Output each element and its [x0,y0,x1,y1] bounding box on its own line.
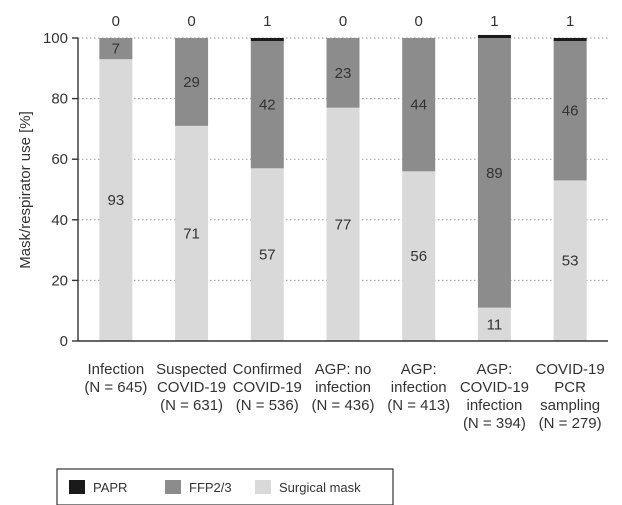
bar-segment-ffp2-3 [477,38,511,308]
data-label-ffp2-3: 7 [112,41,120,58]
x-category-label: AGP: [401,361,437,378]
x-category-label: COVID-19 [157,379,226,396]
x-category-label: (N = 536) [236,397,299,414]
x-category-label: (N = 645) [84,379,147,396]
y-tick-label: 20 [51,272,68,289]
y-tick-label: 40 [51,212,68,229]
y-tick-label: 100 [43,30,68,47]
bar-segment-surgical-mask [326,107,360,341]
bar-segment-papr [553,38,587,42]
bar-segment-ffp2-3 [250,41,284,169]
data-label-surgical-mask: 71 [183,225,200,242]
bar-segment-ffp2-3 [99,38,133,60]
x-category-label: COVID-19 [233,379,302,396]
legend-box [56,468,394,505]
data-label-ffp2-3: 29 [183,74,200,91]
data-label-ffp2-3: 44 [410,97,427,114]
data-label-surgical-mask: 56 [410,248,427,265]
legend-label: PAPR [93,480,127,495]
data-label-papr: 0 [112,13,120,30]
legend-swatch [165,480,181,494]
y-axis-label: Mask/respirator use [%] [17,111,34,269]
bar-segment-surgical-mask [250,168,284,341]
x-category-label: COVID-19 [460,379,529,396]
x-category-label: sampling [540,397,600,414]
x-category-label: (N = 279) [539,415,602,432]
data-label-papr: 1 [263,13,271,30]
y-tick-label: 0 [60,333,68,350]
x-category-label: Confirmed [233,361,302,378]
x-category-label: infection [391,379,447,396]
bar-segment-ffp2-3 [553,41,587,181]
data-label-ffp2-3: 89 [486,165,503,182]
legend: PAPR FFP2/3 Surgical mask [56,468,394,505]
data-label-papr: 1 [490,13,498,30]
bar-segment-ffp2-3 [175,38,209,126]
bar-segment-surgical-mask [99,59,133,342]
bar-segment-papr [477,34,511,38]
bar-segment-surgical-mask [553,180,587,341]
x-category-label: (N = 413) [387,397,450,414]
x-category-label: (N = 436) [312,397,375,414]
data-label-ffp2-3: 46 [562,103,579,120]
data-label-surgical-mask: 57 [259,247,276,264]
bars [99,34,587,342]
x-category-label: infection [315,379,371,396]
data-label-surgical-mask: 77 [335,216,352,233]
data-label-surgical-mask: 93 [108,192,125,209]
data-label-ffp2-3: 42 [259,97,276,114]
x-category-label: AGP: [476,361,512,378]
data-label-papr: 0 [339,13,347,30]
x-category-label: Infection [87,361,144,378]
bar-segment-papr [250,38,284,42]
y-tick-label: 80 [51,91,68,108]
bar-segment-ffp2-3 [402,38,436,172]
axes: 0 20 40 60 80 100 [43,30,608,350]
x-category-label: Suspected [156,361,227,378]
bar-segment-surgical-mask [477,307,511,341]
bar-segment-surgical-mask [175,125,209,342]
data-label-papr: 1 [566,13,574,30]
bar-segment-surgical-mask [402,171,436,341]
x-category-label: COVID-19 [536,361,605,378]
data-label-surgical-mask: 11 [487,316,503,333]
x-category-label: infection [466,397,522,414]
bar-segment-ffp2-3 [326,38,360,108]
x-category-label: AGP: no [315,361,372,378]
x-category-label: PCR [554,379,586,396]
legend-swatch [255,480,271,494]
data-label-surgical-mask: 53 [562,253,579,270]
data-label-ffp2-3: 23 [335,65,352,82]
x-category-label: (N = 394) [463,415,526,432]
legend-swatch [69,480,85,494]
data-label-papr: 0 [187,13,195,30]
data-labels: 93 7 0 71 29 0 57 42 1 77 23 0 56 44 0 11 89 1 53 46 1 [108,13,579,333]
y-tick-label: 60 [51,151,68,168]
legend-label: FFP2/3 [189,480,232,495]
data-label-papr: 0 [415,13,423,30]
legend-label: Surgical mask [279,480,361,495]
x-category-label: (N = 631) [160,397,223,414]
